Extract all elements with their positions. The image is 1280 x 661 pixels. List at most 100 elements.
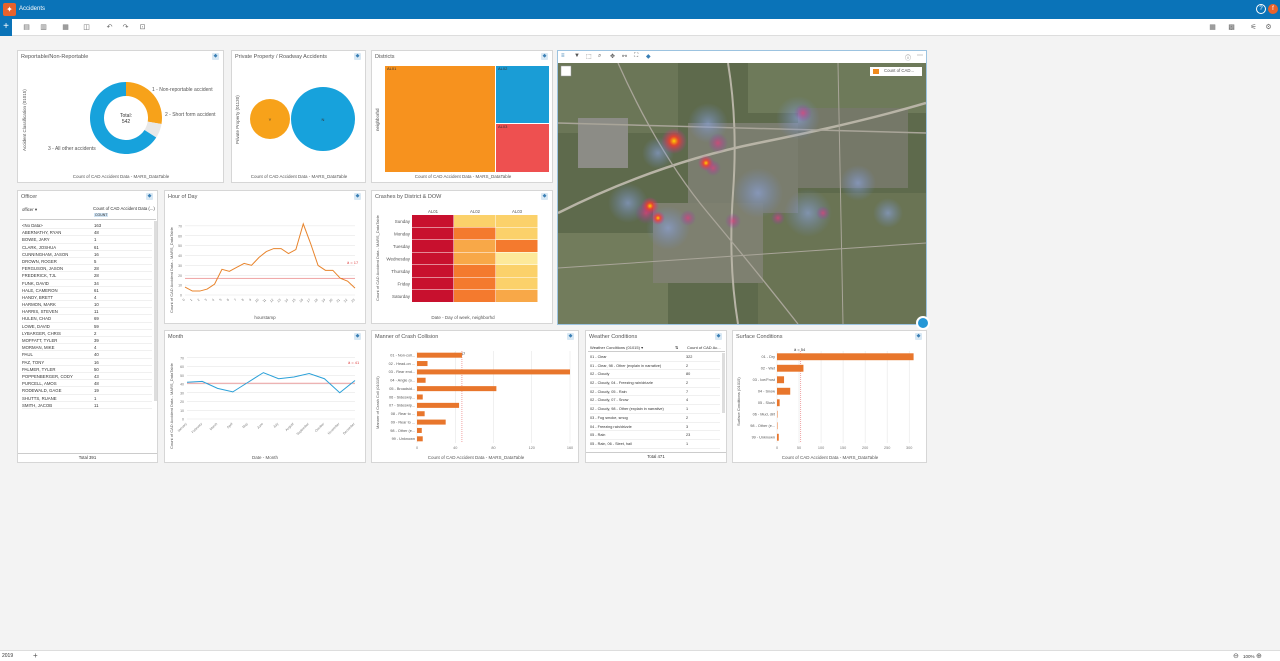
share-icon[interactable]: ⊡ — [139, 24, 146, 31]
table-row[interactable]: 01 - Clear 322 — [590, 353, 720, 362]
info-icon[interactable]: ⓘ — [904, 56, 911, 62]
card-weather[interactable]: Weather Conditions ◆ Weather Conditions … — [585, 330, 727, 463]
table-row[interactable]: HANDY, BRETT 4 — [22, 294, 152, 302]
visualization-icon[interactable]: ▥ — [40, 24, 47, 31]
add-button[interactable]: + — [0, 19, 12, 36]
map-view[interactable] — [558, 63, 926, 324]
list-icon[interactable]: ≡ — [561, 53, 565, 59]
column-header-weather[interactable]: Weather Conditions (01015) ▾ — [590, 345, 644, 350]
help-icon[interactable]: ? — [1256, 4, 1266, 14]
table-row[interactable]: 02 - Cloudy, 04 - Freezing rain/drizzle 2 — [590, 379, 720, 388]
x-tick-label: 23 — [350, 298, 356, 304]
card-manner-collision[interactable]: Manner of Crash Collision ◆ Manner of Cr… — [371, 330, 579, 463]
card-officer[interactable]: Officer ◆ officer ▾ Count of CAD Acciden… — [17, 190, 158, 463]
avatar[interactable]: f — [1268, 4, 1278, 14]
column-header-officer[interactable]: officer ▾ — [22, 207, 37, 212]
layout-icon[interactable]: ▦ — [1209, 24, 1216, 31]
table-row[interactable]: HARMON, MARK 10 — [22, 301, 152, 309]
table-row[interactable]: FUNK, DAVID 34 — [22, 280, 152, 287]
table-row[interactable]: LYBARGER, CHRIS 2 — [22, 330, 152, 337]
card-info-icon[interactable]: ◆ — [715, 333, 722, 340]
table-row[interactable]: LOWE, DAVID 59 — [22, 323, 152, 330]
card-private-property[interactable]: Private Property / Roadway Accidents ◆ P… — [231, 50, 366, 183]
map-locate-icon[interactable] — [916, 316, 930, 330]
card-info-icon[interactable]: ◆ — [354, 53, 361, 60]
table-row[interactable]: MORMAN, MIKE 4 — [22, 344, 152, 352]
table-row[interactable]: MOFFATT, TYLER 39 — [22, 337, 152, 345]
table-row[interactable]: 04 - Freezing rain/drizzle 3 — [590, 423, 720, 432]
table-row[interactable]: 02 - Cloudy, 07 - Snow 4 — [590, 396, 720, 406]
table-row[interactable]: SHUTTS, RUANE 1 — [22, 395, 152, 402]
table-row[interactable]: 02 - Cloudy, 98 - Other (explain in narr… — [590, 405, 720, 414]
card-districts[interactable]: Districts ◆ neighborhd AL01 AL02 AL03 Co… — [371, 50, 553, 183]
layer-icon[interactable]: ◆ — [646, 54, 651, 60]
pan-icon[interactable]: ✥ — [610, 54, 616, 60]
table-row[interactable]: HULEN, CHAD 69 — [22, 315, 152, 323]
table-row[interactable]: PAZ, TONY 16 — [22, 359, 152, 366]
card-info-icon[interactable]: ◆ — [541, 193, 548, 200]
card-info-icon[interactable]: ◆ — [915, 333, 922, 340]
table-row[interactable]: FERGUSON, JASON 28 — [22, 265, 152, 273]
card-info-icon[interactable]: ◆ — [212, 53, 219, 60]
sort-icon[interactable]: ⇅ — [675, 345, 679, 350]
grid-icon[interactable]: ▩ — [1228, 24, 1235, 31]
table-row[interactable]: HARRIS, STEVEN 11 — [22, 308, 152, 316]
table-row[interactable]: SMITH, JACOB 11 — [22, 402, 152, 409]
card-info-icon[interactable]: ◆ — [354, 193, 361, 200]
table-row[interactable]: 01 - Clear, 98 - Other (explain in narra… — [590, 362, 720, 371]
link-icon[interactable]: ⚯ — [622, 54, 628, 60]
table-row[interactable]: POPPENBERGER, CODY 43 — [22, 373, 152, 381]
count-cell: 16 — [94, 359, 99, 365]
table-row[interactable]: 02 - Cloudy 80 — [590, 370, 720, 380]
scrollbar[interactable] — [722, 353, 725, 413]
table-row[interactable]: PALMER, TYLER 50 — [22, 366, 152, 373]
table-icon[interactable]: ▦ — [62, 24, 69, 31]
card-hour-of-day[interactable]: Hour of Day ◆ Count of CAD Accident Data… — [164, 190, 366, 324]
more-icon[interactable]: ⋯ — [917, 53, 923, 59]
undo-icon[interactable]: ↶ — [106, 24, 113, 31]
table-row[interactable]: PAUL 40 — [22, 351, 152, 359]
zoom-in-icon[interactable]: ⊕ — [1256, 653, 1262, 660]
settings-icon[interactable]: ⚙ — [1265, 24, 1272, 31]
expand-icon[interactable]: ⛶ — [634, 53, 639, 59]
filter-icon[interactable]: ⚟ — [1250, 24, 1257, 31]
zoom-out-icon[interactable]: ⊖ — [1233, 653, 1239, 660]
card-crashes-district-dow[interactable]: Crashes by District & DOW ◆ Count of CAD… — [371, 190, 553, 324]
column-header-count[interactable]: Count of CAD Ac... — [687, 345, 721, 350]
table-row[interactable]: 05 - Rain 23 — [590, 431, 720, 440]
table-row[interactable]: HALE, CAMERON 61 — [22, 287, 152, 294]
redo-icon[interactable]: ↷ — [122, 24, 129, 31]
scrollbar[interactable] — [154, 221, 157, 401]
card-info-icon[interactable]: ◆ — [146, 193, 153, 200]
table-row[interactable]: RODEWALD, GAGE 19 — [22, 387, 152, 395]
add-page-icon[interactable]: + — [33, 651, 38, 660]
select-icon[interactable]: ⬚ — [586, 54, 592, 60]
insights-logo-icon[interactable]: ✦ — [3, 3, 16, 16]
table-row[interactable]: 05 - Rain, 06 - Sleet, hail 1 — [590, 440, 720, 449]
table-row[interactable]: BOWIE, JARY 1 — [22, 236, 152, 244]
table-row[interactable]: 03 - Fog smoke, smog 2 — [590, 414, 720, 423]
card-info-icon[interactable]: ◆ — [567, 333, 574, 340]
add-data-icon[interactable]: ▤ — [23, 24, 30, 31]
zoom-icon[interactable]: ⌕ — [598, 53, 602, 59]
table-row[interactable]: CLARK, JOSHUA 61 — [22, 244, 152, 251]
table-row[interactable]: 02 - Cloudy, 05 - Rain 7 — [590, 388, 720, 397]
table-row[interactable]: ABERNATHY, RYAN 48 — [22, 229, 152, 237]
layers-icon[interactable]: ◫ — [83, 24, 90, 31]
card-month[interactable]: Month ◆ Count of CAD Accident Data - MAR… — [164, 330, 366, 463]
x-tick-label: 21 — [335, 298, 341, 304]
table-row[interactable]: PURCELL, AMOS 48 — [22, 380, 152, 388]
table-row[interactable]: CUNNINGHAM, JASON 16 — [22, 251, 152, 258]
table-row[interactable]: <No Data> 163 — [22, 222, 152, 230]
officer-name-cell: LYBARGER, CHRIS — [22, 330, 61, 336]
card-info-icon[interactable]: ◆ — [354, 333, 361, 340]
filter-icon[interactable]: ▼ — [574, 53, 580, 59]
column-header-count[interactable]: Count of CAD Accident Data (...) — [93, 206, 155, 211]
card-map[interactable]: ≡ ▼ ⬚ ⌕ ✥ ⚯ ⛶ ◆ ⓘ ⋯ — [557, 50, 927, 325]
table-row[interactable]: DROWN, ROGER 5 — [22, 258, 152, 266]
card-surface[interactable]: Surface Conditions ◆ Surface Conditions … — [732, 330, 927, 463]
card-reportable[interactable]: Reportable/Non-Reportable ◆ Accident Cla… — [17, 50, 224, 183]
card-info-icon[interactable]: ◆ — [541, 53, 548, 60]
page-tab-2019[interactable]: 2019 — [2, 653, 14, 659]
table-row[interactable]: FREDERICK, TJL 28 — [22, 272, 152, 280]
